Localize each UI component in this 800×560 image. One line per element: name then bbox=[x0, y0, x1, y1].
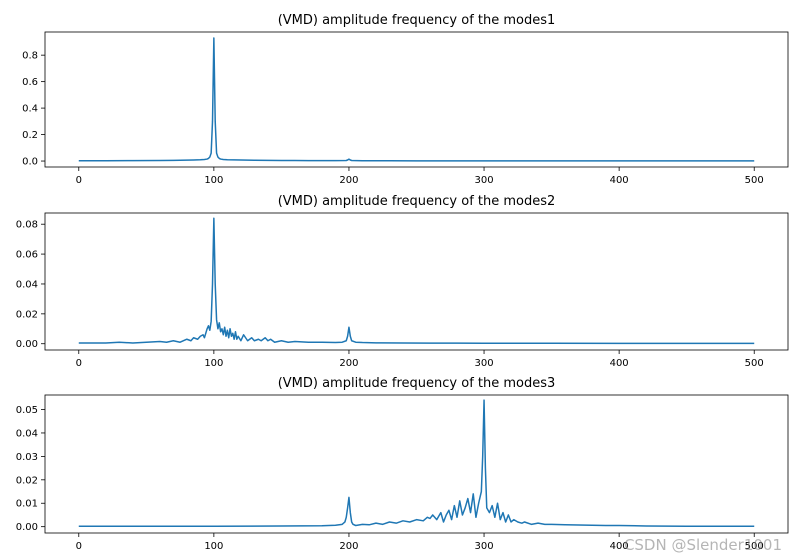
x-tick-label: 400 bbox=[610, 541, 629, 552]
y-tick-label: 0.03 bbox=[16, 452, 38, 463]
chart-title: (VMD) amplitude frequency of the modes3 bbox=[278, 376, 556, 391]
y-tick-label: 0.8 bbox=[22, 51, 38, 62]
y-tick-label: 0.00 bbox=[16, 522, 38, 533]
x-tick-label: 100 bbox=[204, 358, 223, 369]
x-tick-label: 400 bbox=[610, 358, 629, 369]
chart-panel-2: (VMD) amplitude frequency of the modes2 0… bbox=[16, 194, 789, 369]
axes-frame bbox=[44, 31, 789, 168]
x-tick-label: 500 bbox=[745, 175, 764, 186]
y-tick-label: 0.02 bbox=[16, 309, 38, 320]
series-line bbox=[78, 399, 755, 527]
x-tick-label: 400 bbox=[610, 175, 629, 186]
x-tick-label: 100 bbox=[204, 541, 223, 552]
x-tick-label: 200 bbox=[339, 541, 358, 552]
chart-title: (VMD) amplitude frequency of the modes2 bbox=[278, 194, 556, 209]
y-tick-label: 0.4 bbox=[22, 104, 38, 115]
x-tick-label: 0 bbox=[76, 175, 82, 186]
series-line bbox=[78, 217, 755, 345]
y-tick-label: 0.01 bbox=[16, 499, 38, 510]
watermark-text: CSDN @Slender1001 bbox=[623, 536, 782, 554]
y-tick-label: 0.05 bbox=[16, 405, 38, 416]
axes-frame bbox=[44, 394, 789, 534]
x-tick-label: 100 bbox=[204, 175, 223, 186]
y-tick-label: 0.02 bbox=[16, 475, 38, 486]
x-tick-label: 0 bbox=[76, 358, 82, 369]
y-tick-label: 0.04 bbox=[16, 279, 38, 290]
y-tick-label: 0.00 bbox=[16, 339, 38, 350]
chart-title: (VMD) amplitude frequency of the modes1 bbox=[278, 13, 556, 28]
x-tick-label: 300 bbox=[474, 175, 493, 186]
x-tick-label: 500 bbox=[745, 358, 764, 369]
y-tick-label: 0.0 bbox=[22, 157, 38, 168]
y-tick-label: 0.04 bbox=[16, 428, 38, 439]
axes-frame bbox=[44, 212, 789, 351]
x-tick-label: 500 bbox=[745, 541, 764, 552]
y-tick-label: 0.2 bbox=[22, 130, 38, 141]
chart-panel-3: (VMD) amplitude frequency of the modes3 0… bbox=[16, 376, 789, 552]
x-tick-label: 200 bbox=[339, 175, 358, 186]
x-tick-label: 200 bbox=[339, 358, 358, 369]
x-tick-label: 0 bbox=[76, 541, 82, 552]
y-tick-label: 0.08 bbox=[16, 220, 38, 231]
y-tick-label: 0.6 bbox=[22, 77, 38, 88]
chart-panel-1: (VMD) amplitude frequency of the modes1 0… bbox=[22, 13, 789, 186]
series-line bbox=[78, 37, 755, 162]
y-tick-label: 0.06 bbox=[16, 250, 38, 261]
x-tick-label: 300 bbox=[474, 541, 493, 552]
x-tick-label: 300 bbox=[474, 358, 493, 369]
